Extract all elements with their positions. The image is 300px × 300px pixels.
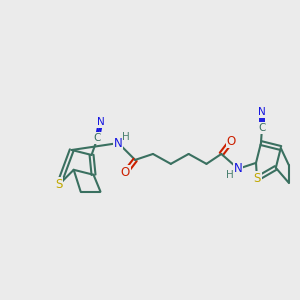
Text: H: H (226, 170, 234, 180)
Text: C: C (258, 123, 266, 133)
Text: N: N (114, 136, 123, 150)
Text: H: H (122, 132, 130, 142)
Text: N: N (97, 117, 104, 127)
Text: S: S (55, 178, 62, 191)
Text: N: N (258, 107, 266, 117)
Text: O: O (121, 166, 130, 179)
Text: C: C (94, 133, 101, 143)
Text: N: N (234, 162, 243, 175)
Text: S: S (253, 172, 261, 185)
Text: O: O (226, 135, 236, 148)
